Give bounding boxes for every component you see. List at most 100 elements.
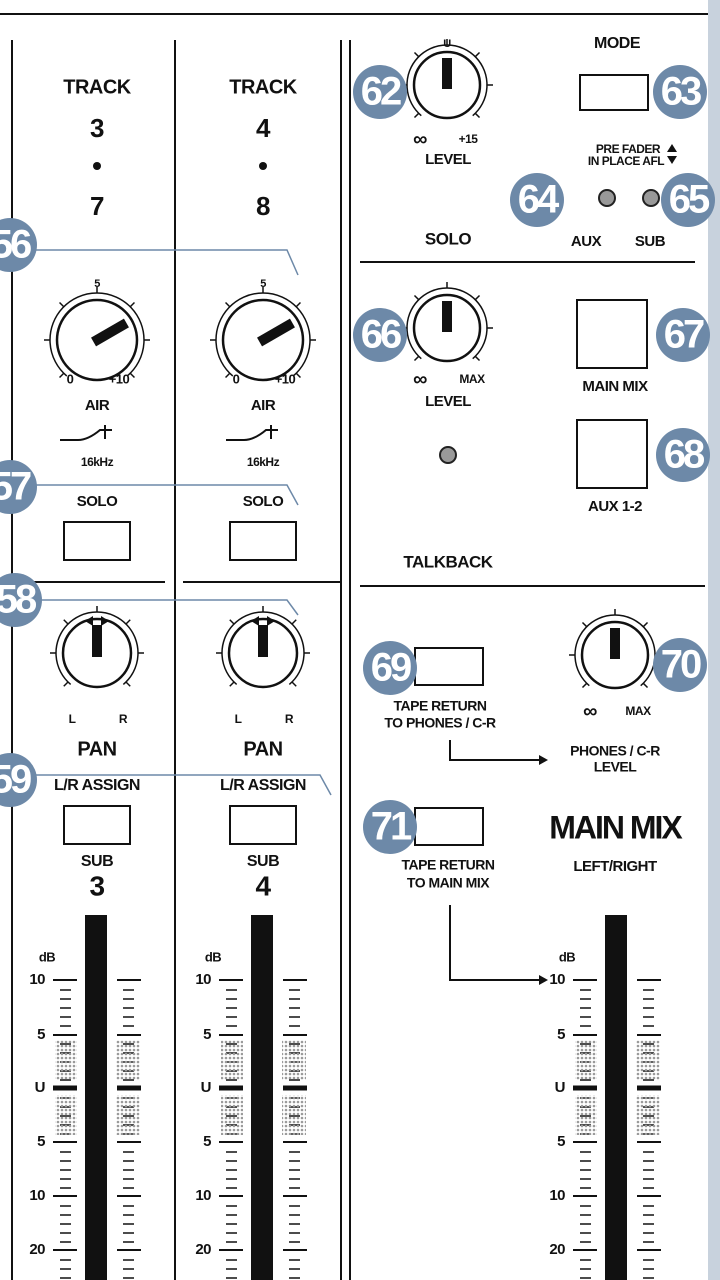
knob-scale-label: ∞ [413,368,427,390]
button-label: TO MAIN MIX [407,875,490,891]
led-label: SUB [635,233,666,250]
signal-arrow [449,905,540,981]
knob-scale-label: MAX [459,372,485,386]
callout-leader [30,774,332,796]
knob-scale-label: +10 [109,371,130,386]
knob-tick [413,112,420,119]
callout-number: 63 [661,70,701,114]
meter-scale-label: 5 [203,1133,211,1150]
section-label: TALKBACK [403,552,493,571]
knob-tick [413,294,420,301]
meter-scale-label: 20 [195,1241,211,1258]
knob-pointer [257,318,295,347]
track-label: TRACK [63,76,132,98]
sub-label: SUB [81,853,113,870]
knob-tick [642,621,649,628]
knob-tick [642,682,649,689]
knob-scale-label: R [119,712,128,726]
knob-scale-label: R [285,712,294,726]
callout-number: 64 [518,178,560,222]
mode-label: IN PLACE AFL [588,154,664,168]
knob-tick [58,301,65,308]
meter-scale-label: U [201,1079,211,1096]
button-label: L/R ASSIGN [54,777,140,794]
callout-badge [0,753,37,807]
led-ladder [55,1095,77,1135]
knob-label: LEVEL [425,393,471,410]
knob-scale-label: L [69,712,76,726]
button [229,521,297,561]
meter-scale-label: 10 [549,971,565,988]
meter-scale-label: 20 [549,1241,565,1258]
meter-scale-label: 5 [557,1133,565,1150]
pan-arrows [251,616,275,626]
meter-scale-label: U [555,1079,565,1096]
meter-scale-label: 5 [37,1133,45,1150]
callout-badge [0,460,37,514]
track-number: 7 [90,191,104,221]
knob-tick [229,619,235,625]
track-number: 4 [256,113,271,143]
button-label: AUX 1-2 [588,498,642,515]
knob-scale-label: +10 [275,371,296,386]
meter-scale-label: 5 [37,1026,45,1043]
knob-label: LEVEL [594,759,638,775]
knob-tick [474,51,481,58]
knob-scale [55,611,139,685]
meter-unit: dB [559,949,575,964]
knob-tick [474,112,481,119]
meter-unit: dB [205,949,221,964]
main-mix-subtitle: LEFT/RIGHT [573,858,657,875]
sub-number: 3 [89,870,104,901]
arrow-head [539,975,548,985]
track-dot [93,162,101,170]
mode-label: PRE FADER [596,142,661,156]
callout-badge [656,428,710,482]
knob-tick [581,621,588,628]
callout-number: 66 [361,313,401,357]
button-label: TO PHONES / C-R [384,715,496,731]
callout-badge [363,641,417,695]
track-number: 3 [90,113,104,143]
knob-tick [125,619,131,625]
knob-tick [129,301,136,308]
callout-badge [0,218,37,272]
track-label: TRACK [229,76,298,98]
knob-scale-label: +15 [459,132,479,146]
shelf-eq-symbol [60,425,112,441]
button-label: L/R ASSIGN [220,777,306,794]
callout-badge [353,308,407,362]
knob-label: PHONES / C-R [570,743,660,759]
knob-scale-label: ∞ [413,128,427,150]
button [229,805,297,845]
callout-badge [510,173,564,227]
knob-scale-label: L [235,712,242,726]
knob-scale-label: 5 [260,278,266,290]
callout-number: 65 [669,178,710,222]
callout-badge [656,308,710,362]
knob-scale-label: 0 [67,371,74,386]
pan-arrows [85,616,109,626]
led-ladder [221,1040,243,1080]
led-ladder [282,1095,306,1135]
led-ladder [55,1040,77,1080]
frequency-label: 16kHz [247,455,280,469]
callout-number: 69 [371,646,411,690]
callout-badge [653,65,707,119]
track-dot [259,162,267,170]
knob-tick [413,355,420,362]
meter-scale-label: 5 [203,1026,211,1043]
knob-scale-label: 5 [94,278,100,290]
callout-badge [661,173,715,227]
knob-label: AIR [251,397,276,414]
meter-scale-label: U [35,1079,45,1096]
shelf-eq-symbol [226,425,278,441]
led [439,446,457,464]
knob-tick [125,681,131,687]
callout-number: 57 [0,465,31,509]
knob-scale [215,292,311,377]
sub-number: 4 [255,870,271,901]
knob-label: PAN [77,738,116,760]
knob-scale [406,287,488,360]
button-label: MAIN MIX [582,378,648,395]
